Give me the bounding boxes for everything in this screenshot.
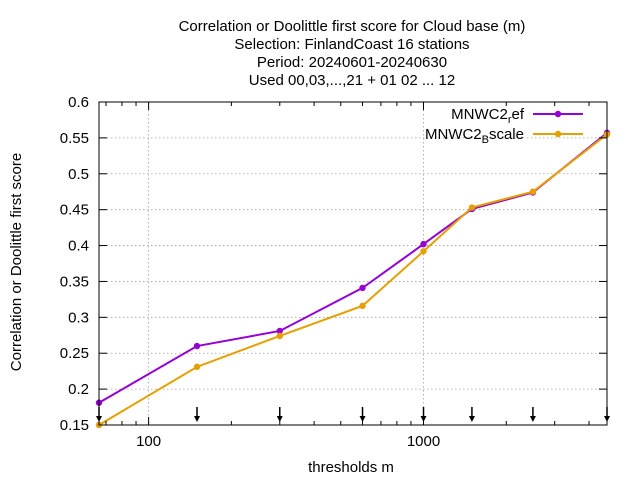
y-tick-label: 0.3 [68,309,89,326]
y-tick-label: 0.35 [60,273,89,290]
x-tick-label: 1000 [407,433,440,450]
data-point [276,332,283,340]
chart-title: Correlation or Doolittle first score for… [179,18,526,89]
y-tick-label: 0.25 [60,345,89,362]
series-lines [95,129,611,429]
title-line: Correlation or Doolittle first score for… [179,18,526,35]
title-line: Selection: FinlandCoast 16 stations [234,36,469,53]
legend-marker [554,110,562,118]
y-tick-label: 0.15 [60,417,89,434]
threshold-arrow [529,407,536,422]
y-axis-label: Correlation or Doolittle first score [8,153,25,371]
data-point [468,204,476,211]
y-tick-label: 0.5 [68,166,89,183]
threshold-arrow [468,407,475,422]
threshold-arrow [194,407,201,422]
x-tick-label: 100 [136,433,161,450]
y-tick-label: 0.2 [68,381,89,398]
axis-ticks: 0.15 0.2 0.25 0.3 0.35 0.4 0.45 0.5 0.55 0.6 100 10… [60,94,607,450]
y-tick-label: 0.6 [68,94,89,111]
y-tick-label: 0.55 [60,130,89,147]
title-line: Used 00,03,...,21 + 01 02 ... 12 [249,72,455,89]
threshold-arrow [276,407,283,422]
legend-marker [554,130,562,138]
series-line [98,133,608,426]
data-point [420,248,427,255]
threshold-arrows [96,407,610,422]
threshold-arrow [359,407,366,422]
x-axis-label: thresholds m [308,459,394,476]
data-point [193,363,201,371]
data-point [276,327,283,335]
data-point [529,188,537,195]
legend-label: MNWC2Bscale [425,126,524,146]
plot-border [98,101,608,426]
title-line: Period: 20240601-20240630 [257,54,447,71]
grid-lines [99,102,607,425]
y-tick-label: 0.45 [60,202,89,219]
data-point [420,240,427,248]
series-line [98,132,608,404]
data-point [193,342,201,350]
data-point [359,302,366,310]
y-tick-label: 0.4 [68,238,89,255]
legend-label: MNWC2ref [451,106,525,126]
data-point [359,284,366,292]
